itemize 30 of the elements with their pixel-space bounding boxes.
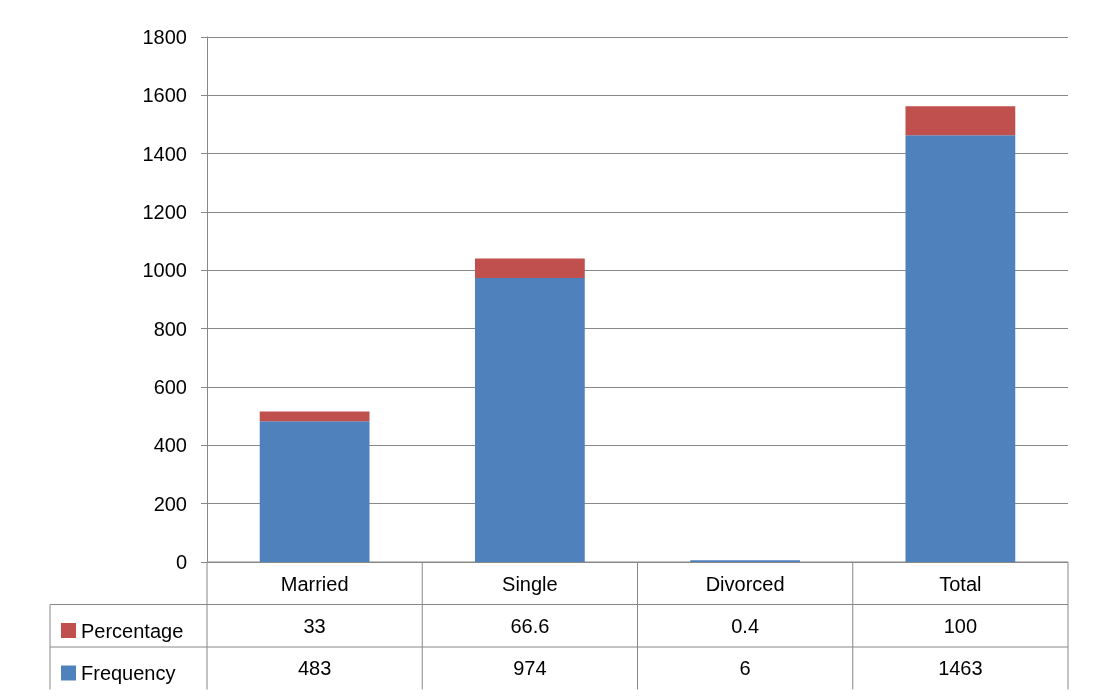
bar	[259, 411, 370, 422]
bar	[259, 421, 370, 562]
y-tick-label: 1800	[142, 26, 187, 48]
x-tick-label: Married	[280, 573, 349, 595]
data-label: 66.6	[510, 614, 550, 637]
y-tick-label: 800	[153, 317, 187, 340]
bar	[474, 258, 585, 278]
data-label: 0.4	[731, 614, 760, 637]
y-tick-label: 600	[153, 376, 187, 398]
y-tick-label: 1600	[142, 84, 187, 107]
x-tick-label: Total	[939, 573, 982, 595]
data-label: 974	[513, 657, 547, 680]
y-tick-label: 0	[175, 551, 187, 573]
y-tick-label: 1400	[142, 142, 187, 165]
x-tick-label: Divorced	[705, 573, 785, 595]
bar	[474, 277, 585, 562]
data-label: 100	[943, 614, 978, 637]
data-label: 6	[739, 657, 751, 680]
y-tick-label: 1000	[142, 259, 187, 282]
legend-label: Frequency	[81, 662, 176, 684]
y-tick-label: 200	[153, 492, 187, 515]
data-label: 33	[303, 614, 326, 637]
x-tick-label: Single	[502, 573, 558, 595]
bar	[905, 106, 1016, 136]
bar	[905, 135, 1016, 562]
data-label: 483	[297, 657, 332, 680]
legend-label: Percentage	[81, 619, 184, 642]
y-tick-label: 1200	[142, 201, 187, 223]
y-tick-label: 400	[153, 434, 187, 457]
data-label: 1463	[938, 657, 983, 680]
